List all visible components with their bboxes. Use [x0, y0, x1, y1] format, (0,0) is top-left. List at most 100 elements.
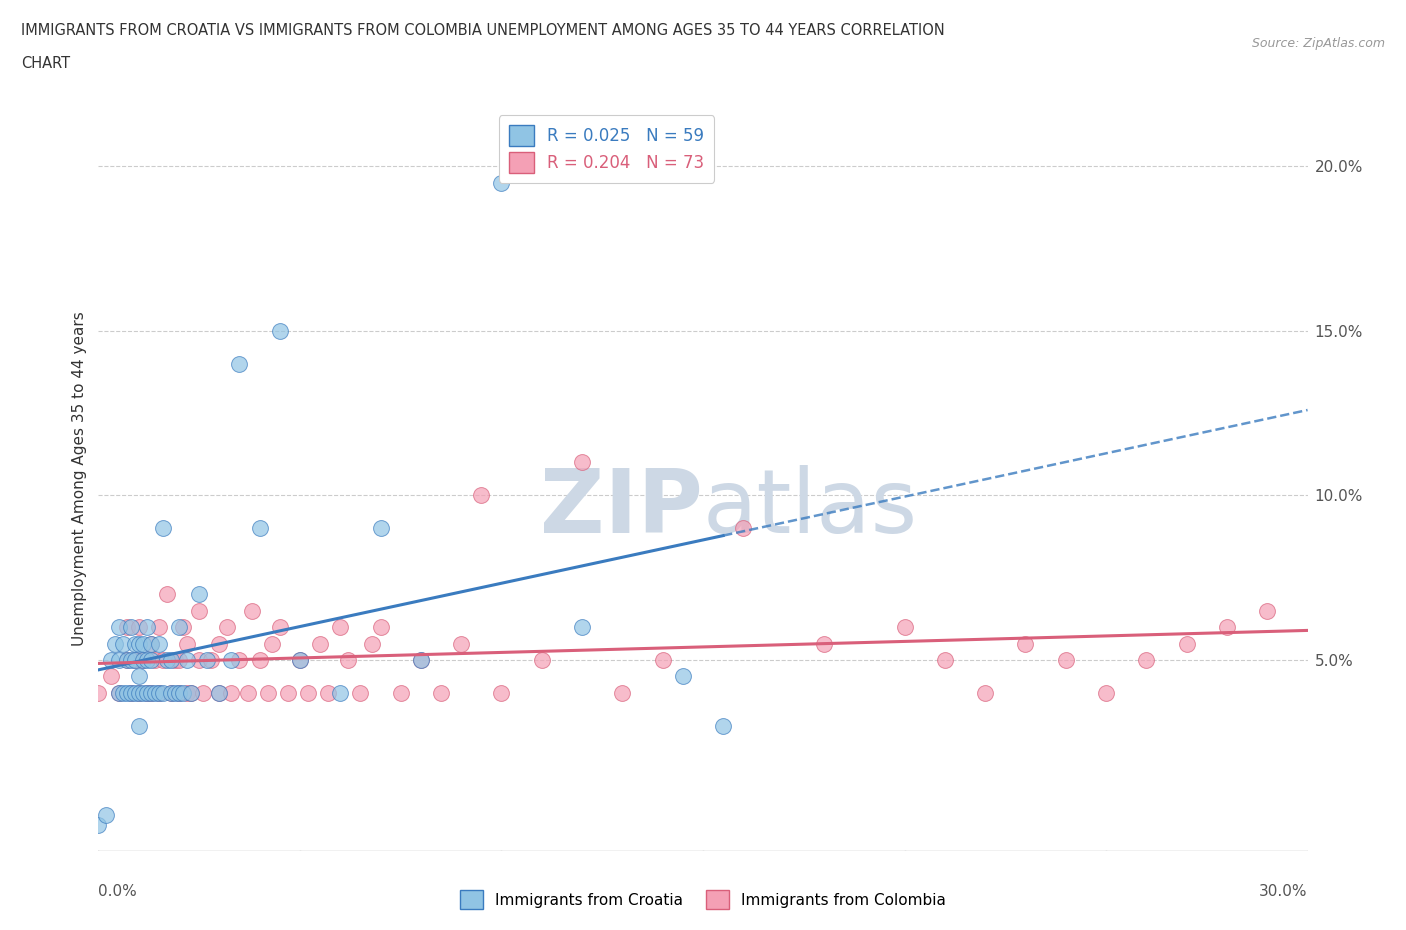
Point — [221, 685, 243, 700]
Point — [370, 619, 392, 634]
Point — [277, 685, 299, 700]
Point — [180, 685, 202, 700]
Point — [176, 685, 198, 700]
Point — [188, 653, 211, 668]
Point — [491, 685, 513, 700]
Point — [160, 685, 183, 700]
Point — [893, 619, 915, 634]
Point — [120, 685, 142, 700]
Point — [269, 619, 291, 634]
Point — [249, 521, 271, 536]
Text: CHART: CHART — [21, 56, 70, 71]
Point — [107, 653, 129, 668]
Point — [172, 685, 194, 700]
Point — [132, 653, 155, 668]
Point — [260, 636, 283, 651]
Point — [139, 685, 162, 700]
Point — [389, 685, 412, 700]
Point — [309, 636, 332, 651]
Point — [148, 636, 170, 651]
Point — [128, 685, 150, 700]
Text: Source: ZipAtlas.com: Source: ZipAtlas.com — [1251, 37, 1385, 50]
Point — [132, 636, 155, 651]
Point — [1054, 653, 1077, 668]
Text: ZIP: ZIP — [540, 465, 703, 552]
Point — [124, 685, 146, 700]
Point — [107, 619, 129, 634]
Point — [370, 521, 392, 536]
Text: IMMIGRANTS FROM CROATIA VS IMMIGRANTS FROM COLOMBIA UNEMPLOYMENT AMONG AGES 35 T: IMMIGRANTS FROM CROATIA VS IMMIGRANTS FR… — [21, 23, 945, 38]
Point — [195, 653, 218, 668]
Point — [96, 807, 118, 822]
Point — [288, 653, 311, 668]
Point — [167, 685, 190, 700]
Point — [120, 653, 142, 668]
Point — [87, 817, 110, 832]
Point — [329, 685, 352, 700]
Point — [148, 685, 170, 700]
Point — [143, 653, 166, 668]
Point — [135, 619, 157, 634]
Point — [188, 604, 211, 618]
Point — [124, 636, 146, 651]
Point — [176, 636, 198, 651]
Point — [167, 619, 190, 634]
Point — [128, 619, 150, 634]
Point — [111, 636, 134, 651]
Point — [571, 455, 593, 470]
Point — [491, 175, 513, 190]
Point — [1256, 604, 1278, 618]
Point — [139, 685, 162, 700]
Point — [135, 653, 157, 668]
Point — [228, 653, 250, 668]
Point — [470, 488, 492, 503]
Point — [148, 619, 170, 634]
Point — [249, 653, 271, 668]
Text: 0.0%: 0.0% — [98, 884, 138, 899]
Point — [1175, 636, 1198, 651]
Point — [672, 669, 695, 684]
Point — [135, 685, 157, 700]
Point — [103, 636, 125, 651]
Legend: Immigrants from Croatia, Immigrants from Colombia: Immigrants from Croatia, Immigrants from… — [454, 884, 952, 915]
Point — [288, 653, 311, 668]
Point — [160, 685, 183, 700]
Point — [107, 685, 129, 700]
Point — [111, 685, 134, 700]
Point — [156, 653, 179, 668]
Point — [236, 685, 259, 700]
Point — [934, 653, 956, 668]
Point — [135, 685, 157, 700]
Point — [651, 653, 673, 668]
Point — [208, 685, 231, 700]
Point — [124, 653, 146, 668]
Point — [143, 685, 166, 700]
Point — [1014, 636, 1036, 651]
Point — [115, 653, 138, 668]
Point — [167, 685, 190, 700]
Point — [115, 653, 138, 668]
Point — [128, 636, 150, 651]
Point — [409, 653, 432, 668]
Point — [1095, 685, 1118, 700]
Point — [612, 685, 634, 700]
Point — [107, 685, 129, 700]
Point — [124, 653, 146, 668]
Point — [530, 653, 553, 668]
Point — [571, 619, 593, 634]
Point — [87, 685, 110, 700]
Point — [200, 653, 222, 668]
Point — [152, 653, 174, 668]
Point — [240, 604, 263, 618]
Point — [139, 636, 162, 651]
Point — [115, 619, 138, 634]
Point — [115, 685, 138, 700]
Point — [430, 685, 453, 700]
Point — [409, 653, 432, 668]
Text: atlas: atlas — [703, 465, 918, 552]
Point — [163, 685, 186, 700]
Text: 30.0%: 30.0% — [1260, 884, 1308, 899]
Point — [208, 636, 231, 651]
Point — [139, 653, 162, 668]
Point — [316, 685, 339, 700]
